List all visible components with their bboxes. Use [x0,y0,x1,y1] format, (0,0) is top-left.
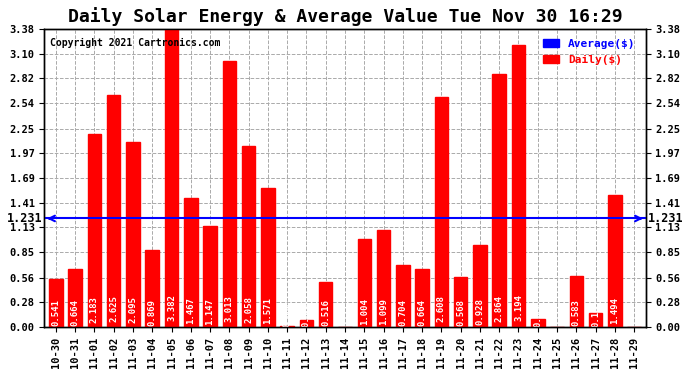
Bar [165,29,178,327]
Bar [589,313,602,327]
Text: 0.664: 0.664 [70,299,79,326]
Text: 0.163: 0.163 [591,300,600,327]
Text: 2.864: 2.864 [495,295,504,322]
Bar [280,326,294,327]
Text: 2.058: 2.058 [244,297,253,324]
Text: 0.869: 0.869 [148,298,157,326]
Text: 1.494: 1.494 [611,298,620,324]
Bar [435,97,448,327]
Text: 0.516: 0.516 [322,299,331,326]
Bar [357,238,371,327]
Text: Copyright 2021 Cartronics.com: Copyright 2021 Cartronics.com [50,38,221,48]
Text: 0.704: 0.704 [398,299,407,326]
Text: 1.099: 1.099 [379,298,388,325]
Bar [184,198,197,327]
Text: 2.095: 2.095 [128,297,137,323]
Bar [204,226,217,327]
Bar [126,142,139,327]
Text: 0.583: 0.583 [572,299,581,326]
Title: Daily Solar Energy & Average Value Tue Nov 30 16:29: Daily Solar Energy & Average Value Tue N… [68,7,622,26]
Bar [396,265,410,327]
Text: 0.664: 0.664 [417,299,426,326]
Bar [493,74,506,327]
Bar [608,195,622,327]
Bar [49,279,63,327]
Bar [415,268,429,327]
Bar [473,245,486,327]
Text: 1.004: 1.004 [359,298,368,325]
Text: 1.147: 1.147 [206,298,215,325]
Bar [299,320,313,327]
Bar [146,251,159,327]
Text: 0.012: 0.012 [283,300,292,327]
Text: 0.928: 0.928 [475,298,484,326]
Text: 2.608: 2.608 [437,296,446,322]
Bar [454,277,467,327]
Text: 2.183: 2.183 [90,296,99,323]
Bar [107,96,121,327]
Legend: Average($), Daily($): Average($), Daily($) [538,34,640,69]
Bar [223,61,236,327]
Text: 3.382: 3.382 [167,294,176,321]
Text: 1.467: 1.467 [186,298,195,324]
Text: 1.571: 1.571 [264,297,273,324]
Text: 1.231: 1.231 [648,212,683,225]
Bar [68,268,82,327]
Bar [569,276,583,327]
Bar [377,230,391,327]
Text: 0.080: 0.080 [302,300,311,327]
Text: 2.625: 2.625 [109,296,118,322]
Bar [531,319,544,327]
Text: 3.194: 3.194 [514,295,523,321]
Bar [242,146,255,327]
Text: 1.231: 1.231 [7,212,42,225]
Text: 0.541: 0.541 [51,299,60,326]
Text: 3.013: 3.013 [225,295,234,322]
Bar [512,45,525,327]
Bar [319,282,333,327]
Text: 0.568: 0.568 [456,299,465,326]
Bar [88,135,101,327]
Bar [261,189,275,327]
Text: 0.092: 0.092 [533,300,542,327]
